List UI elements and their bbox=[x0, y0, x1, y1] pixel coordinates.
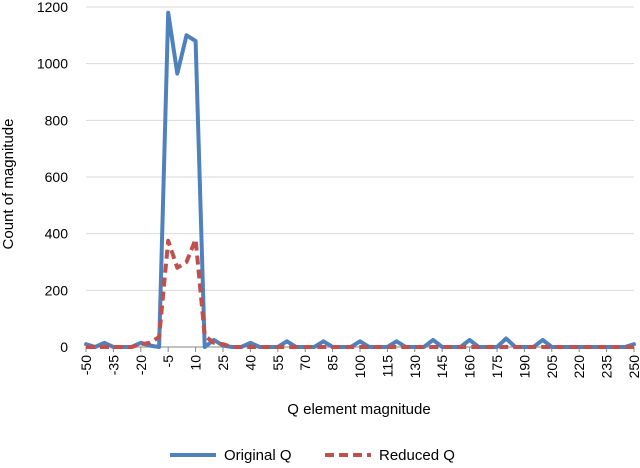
x-tick-label: 145 bbox=[434, 355, 450, 379]
x-axis-title: Q element magnitude bbox=[287, 401, 430, 418]
x-tick-label: -5 bbox=[160, 355, 176, 368]
y-axis-title: Count of magnitude bbox=[0, 119, 17, 250]
x-tick-label: 55 bbox=[270, 355, 286, 371]
series-line-1 bbox=[84, 10, 636, 349]
x-tick-label: 220 bbox=[571, 355, 587, 379]
y-tick-label: 200 bbox=[45, 282, 69, 298]
y-axis-ticks: 0 200 400 600 800 1000 1200 bbox=[37, 0, 68, 355]
x-tick-label: 85 bbox=[325, 355, 341, 371]
y-tick-label: 0 bbox=[60, 339, 68, 355]
x-tick-label: 40 bbox=[242, 355, 258, 371]
x-tick-label: 115 bbox=[379, 355, 395, 378]
y-tick-label: 1200 bbox=[37, 0, 68, 15]
x-tick-label: 235 bbox=[599, 355, 615, 379]
y-tick-label: 800 bbox=[45, 112, 69, 128]
series-lines bbox=[84, 10, 636, 349]
y-tick-label: 400 bbox=[45, 226, 69, 242]
x-axis-ticks: -50 -35 -20 -5 10 25 40 55 70 85 100 115 130 145 160 17… bbox=[78, 347, 640, 378]
x-tick-label: 175 bbox=[489, 355, 505, 379]
x-tick-label: 130 bbox=[407, 355, 423, 379]
x-tick-label: 70 bbox=[297, 355, 313, 371]
x-tick-label: 205 bbox=[544, 355, 560, 379]
x-tick-label: 190 bbox=[516, 355, 532, 379]
legend-label: Original Q bbox=[224, 447, 292, 464]
legend-label: Reduced Q bbox=[379, 447, 455, 464]
x-tick-label: 10 bbox=[188, 355, 204, 371]
y-tick-label: 1000 bbox=[37, 56, 68, 72]
x-tick-label: 250 bbox=[626, 355, 640, 379]
x-tick-label: -50 bbox=[78, 355, 94, 375]
x-tick-label: 160 bbox=[462, 355, 478, 379]
legend: Original Q Reduced Q bbox=[170, 447, 455, 464]
x-tick-label: 100 bbox=[352, 355, 368, 379]
x-tick-label: -35 bbox=[105, 355, 121, 375]
x-tick-label: 25 bbox=[215, 355, 231, 371]
series-line-2 bbox=[86, 237, 634, 349]
y-tick-label: 600 bbox=[45, 169, 69, 185]
x-tick-label: -20 bbox=[133, 355, 149, 375]
